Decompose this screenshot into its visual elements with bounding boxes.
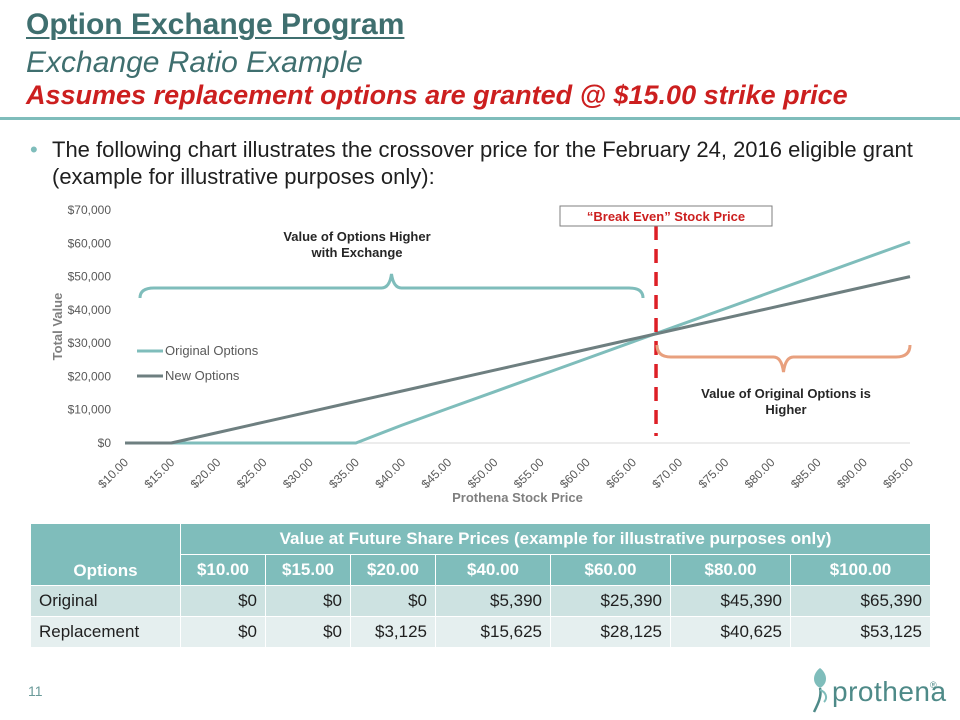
x-tick-label: $40.00 — [372, 455, 408, 491]
table-cell: $3,125 — [350, 616, 436, 648]
y-tick-label: $10,000 — [68, 403, 112, 417]
table-cell: $15,625 — [435, 616, 551, 648]
table-cell: $0 — [180, 616, 266, 648]
table-row-replacement: Replacement $0 $0 $3,125 $15,625 $28,125… — [30, 616, 931, 648]
prothena-leaf-icon — [812, 668, 828, 713]
x-tick-label: $30.00 — [280, 455, 316, 491]
page-number: 11 — [28, 683, 43, 699]
x-tick-label: $60.00 — [557, 455, 593, 491]
break-even-label-box — [559, 205, 773, 227]
future-value-table: Options Value at Future Share Prices (ex… — [30, 523, 931, 648]
original-higher-label: Higher — [765, 402, 806, 417]
x-tick-label: $25.00 — [234, 455, 270, 491]
price-header: $40.00 — [435, 554, 551, 586]
left-brace — [138, 273, 645, 299]
table-group-header-row: Options Value at Future Share Prices (ex… — [30, 523, 931, 586]
series-line-0 — [125, 240, 911, 445]
legend-label: Original Options — [165, 343, 259, 358]
y-tick-label: $20,000 — [68, 369, 112, 383]
exchange-higher-label: Value of Options Higher — [283, 229, 430, 244]
x-tick-label: $65.00 — [603, 455, 639, 491]
table-row-original: Original $0 $0 $0 $5,390 $25,390 $45,390… — [30, 585, 931, 617]
price-header: $100.00 — [790, 554, 931, 586]
y-tick-label: $70,000 — [68, 203, 112, 217]
table-cell: $53,125 — [790, 616, 931, 648]
row-label: Original — [30, 585, 181, 617]
x-tick-label: $15.00 — [141, 455, 177, 491]
exchange-higher-label: with Exchange — [310, 245, 402, 260]
options-header: Options — [30, 523, 181, 586]
x-tick-label: $75.00 — [696, 455, 732, 491]
price-header: $60.00 — [550, 554, 671, 586]
right-brace — [655, 344, 912, 373]
bullet-point: • The following chart illustrates the cr… — [30, 136, 930, 190]
registered-mark: ® — [930, 680, 937, 690]
table-cell: $0 — [350, 585, 436, 617]
table-cell: $28,125 — [550, 616, 671, 648]
price-header: $20.00 — [350, 554, 436, 586]
table-cell: $40,625 — [670, 616, 791, 648]
prothena-logo: prothena — [832, 676, 947, 707]
table-cell: $65,390 — [790, 585, 931, 617]
x-tick-label: $45.00 — [419, 455, 455, 491]
assumption-note: Assumes replacement options are granted … — [26, 80, 848, 110]
y-tick-label: $60,000 — [68, 236, 112, 250]
x-tick-label: $10.00 — [95, 455, 131, 491]
price-header: $80.00 — [670, 554, 791, 586]
x-axis-title: Prothena Stock Price — [452, 490, 583, 505]
x-tick-label: $55.00 — [511, 455, 547, 491]
table-cell: $0 — [180, 585, 266, 617]
bullet-text: The following chart illustrates the cros… — [52, 137, 913, 189]
x-tick-label: $90.00 — [834, 455, 870, 491]
y-axis-title: Total Value — [50, 293, 65, 361]
table-cell: $5,390 — [435, 585, 551, 617]
table-cell: $25,390 — [550, 585, 671, 617]
x-tick-label: $85.00 — [788, 455, 824, 491]
title-divider — [0, 117, 960, 120]
price-header: $10.00 — [180, 554, 266, 586]
future-prices-header: Value at Future Share Prices (example fo… — [180, 523, 931, 555]
break-even-label: “Break Even” Stock Price — [587, 209, 745, 224]
x-tick-label: $20.00 — [188, 455, 224, 491]
x-tick-label: $95.00 — [880, 455, 916, 491]
row-label: Replacement — [30, 616, 181, 648]
crossover-line-chart: $0 $10,000 $20,000 $30,000 $40,000 $50,000 $60… — [50, 203, 916, 505]
legend-label: New Options — [165, 368, 240, 383]
price-header: $15.00 — [265, 554, 351, 586]
y-tick-label: $0 — [98, 436, 112, 450]
table-cell: $0 — [265, 616, 351, 648]
x-tick-label: $35.00 — [326, 455, 362, 491]
page-title: Option Exchange Program — [26, 8, 405, 41]
y-tick-label: $40,000 — [68, 303, 112, 317]
bullet-dot-icon: • — [30, 137, 38, 162]
table-cell: $45,390 — [670, 585, 791, 617]
table-cell: $0 — [265, 585, 351, 617]
original-higher-label: Value of Original Options is — [701, 386, 871, 401]
x-tick-label: $50.00 — [465, 455, 501, 491]
y-tick-label: $30,000 — [68, 336, 112, 350]
page-subtitle: Exchange Ratio Example — [26, 46, 363, 79]
y-tick-label: $50,000 — [68, 270, 112, 284]
series-line-1 — [125, 275, 911, 445]
x-tick-label: $80.00 — [742, 455, 778, 491]
x-tick-label: $70.00 — [649, 455, 685, 491]
